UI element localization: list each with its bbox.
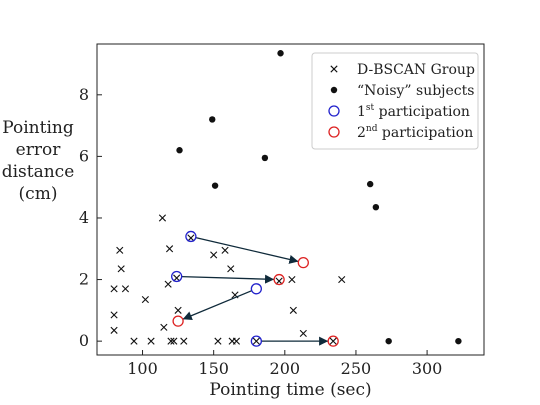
noisy-point [277, 50, 284, 57]
group-point [210, 251, 218, 259]
legend-marker-dot [330, 86, 338, 94]
y-axis-label-line: error [16, 140, 62, 160]
legend-label-sup: st [366, 103, 375, 113]
noisy-point [261, 154, 269, 162]
group-point [187, 234, 195, 242]
group-point [116, 246, 124, 254]
legend: D-BSCAN Group “Noisy” subjects 1st partici… [311, 52, 479, 150]
x-tick-label: 100 [127, 359, 158, 378]
second-participation-point [297, 256, 309, 269]
group-point [289, 306, 297, 314]
noisy-point [385, 337, 392, 345]
first-participation-point [171, 270, 183, 283]
group-point [167, 337, 175, 345]
noisy-point [209, 116, 216, 123]
group-point [338, 275, 346, 284]
group-point [221, 246, 229, 254]
first-participation-point [185, 230, 197, 243]
noisy-point [211, 182, 219, 189]
legend-box [311, 52, 479, 150]
noisy-point [176, 147, 183, 154]
legend-label: 1st participation [357, 103, 470, 120]
group-point [252, 337, 260, 345]
legend-marker-first [328, 105, 340, 117]
y-tick-label: 8 [79, 85, 89, 104]
x-tick-label: 300 [412, 359, 443, 378]
legend-marker-x [330, 65, 338, 73]
group-point [329, 337, 337, 345]
group-point [110, 311, 118, 319]
y-axis-label-line: distance [2, 162, 75, 182]
axes-layer: 100 150 200 250 300 0 2 4 6 8 Pointing time (sec) P… [2, 43, 485, 400]
legend-label-main: “Noisy” subjects [357, 83, 474, 99]
group-point [214, 337, 222, 345]
participation-arrow [182, 290, 252, 320]
group-point [173, 274, 181, 282]
group-point [110, 285, 118, 293]
legend-label-main: 1 [357, 104, 366, 120]
group-point [275, 277, 283, 285]
group-point [130, 337, 138, 345]
y-axis-label-line: Pointing [2, 118, 74, 138]
participation-arrow [195, 236, 299, 264]
second-participation-point [327, 335, 339, 347]
plot-frame [96, 43, 485, 356]
legend-label: D-BSCAN Group [357, 62, 475, 78]
group-point [158, 214, 167, 222]
noisy-point [366, 180, 374, 188]
legend-label-main: 2 [357, 125, 366, 141]
y-axis-label-line: (cm) [19, 184, 58, 204]
second-participation-point [172, 315, 184, 327]
y-tick-label: 4 [79, 208, 89, 227]
group-point [174, 306, 182, 314]
y-tick-label: 6 [79, 146, 89, 165]
y-tick-label: 0 [79, 331, 89, 350]
legend-marker-second [328, 126, 340, 138]
legend-label: 2nd participation [357, 124, 473, 141]
first-participation-point [250, 283, 263, 295]
first-participation-point [250, 335, 263, 347]
group-point [164, 280, 172, 288]
group-point [299, 329, 307, 338]
legend-label-suffix: participation [374, 104, 470, 120]
participation-arrow [181, 274, 275, 284]
group-point [160, 323, 168, 331]
legend-label: “Noisy” subjects [357, 83, 474, 99]
group-point [110, 326, 118, 334]
y-tick-label: 2 [79, 270, 89, 289]
legend-label-sup: nd [366, 124, 378, 134]
legend-label-suffix: participation [377, 125, 473, 141]
group-point [170, 337, 178, 345]
group-point [288, 275, 296, 284]
group-point [121, 285, 130, 293]
group-point [180, 337, 188, 345]
group-point [141, 295, 149, 304]
group-point [117, 265, 125, 273]
group-point [147, 337, 155, 345]
noisy-point [372, 203, 380, 211]
legend-label-main: D-BSCAN Group [357, 62, 475, 78]
second-participation-point [273, 273, 285, 286]
marks-layer [110, 50, 462, 347]
x-tick-label: 150 [198, 359, 229, 378]
group-point [227, 265, 235, 273]
group-point [232, 337, 241, 345]
x-tick-label: 200 [270, 359, 301, 378]
group-point [165, 245, 174, 253]
x-tick-label: 250 [341, 359, 372, 378]
noisy-point [455, 337, 462, 345]
x-axis-label: Pointing time (sec) [209, 380, 371, 400]
